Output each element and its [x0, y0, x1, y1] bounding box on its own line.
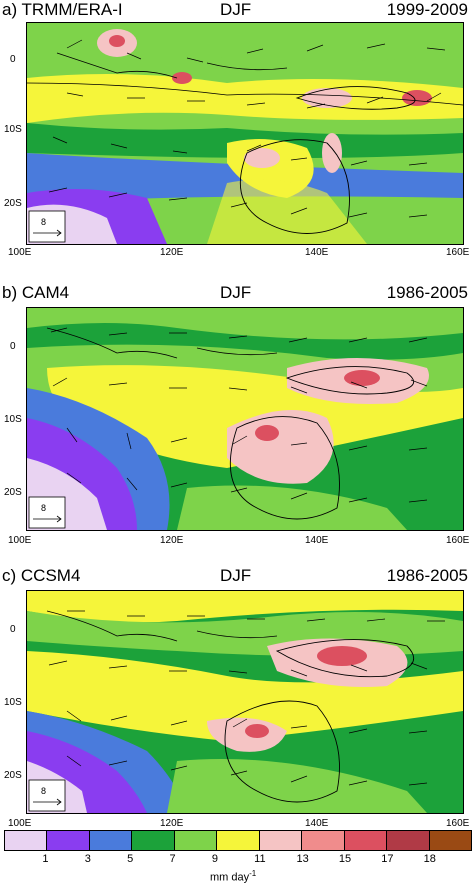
panel-c-map: 8 [26, 590, 464, 814]
panel-b-ref-label: 8 [41, 503, 46, 513]
panel-c-ytick-0: 0 [10, 624, 16, 635]
colorbar-box [47, 831, 90, 850]
panel-c-period: 1986-2005 [386, 566, 468, 585]
panel-b-label: b) CAM4 [2, 283, 70, 302]
colorbar-label: 15 [338, 853, 352, 865]
colorbar-label: 5 [127, 853, 134, 865]
colorbar-units-text: mm day [210, 871, 250, 884]
colorbar-label: 9 [211, 853, 218, 865]
panel-b-xtick-100e: 100E [8, 535, 32, 546]
panel-a-label: a) TRMM/ERA-I [2, 0, 123, 19]
colorbar-label: 7 [169, 853, 176, 865]
colorbar-box [259, 831, 303, 850]
colorbar-units: mm day-1 [210, 869, 256, 884]
colorbar [4, 830, 472, 851]
colorbar-units-exponent: -1 [249, 869, 257, 878]
panel-b-map: 8 [26, 307, 464, 531]
panel-b-season: DJF [220, 283, 252, 302]
panel-a-map: 8 [26, 22, 464, 245]
colorbar-box [217, 831, 260, 850]
panel-b-ytick-20s: 20S [4, 487, 22, 498]
panel-c-ytick-10s: 10S [4, 697, 22, 708]
panel-a-xtick-120e: 120E [160, 247, 184, 258]
panel-c-season: DJF [220, 566, 252, 585]
panel-a-xtick-100e: 100E [8, 247, 32, 258]
panel-a-ref-label: 8 [41, 217, 46, 227]
panel-a-ytick-0: 0 [10, 54, 16, 65]
panel-c-xtick-160e: 160E [446, 818, 470, 829]
colorbar-label: 3 [84, 853, 91, 865]
colorbar-box [302, 831, 345, 850]
panel-b-ytick-0: 0 [10, 341, 16, 352]
colorbar-label: 1 [42, 853, 49, 865]
colorbar-box [344, 831, 388, 850]
colorbar-label: 11 [254, 853, 266, 865]
colorbar-box [5, 831, 48, 850]
colorbar-label: 17 [381, 853, 394, 865]
panel-b-xtick-140e: 140E [305, 535, 329, 546]
panel-b-wind-vectors [50, 327, 428, 503]
panel-a-season: DJF [220, 0, 252, 19]
panel-b-ytick-10s: 10S [4, 414, 22, 425]
panel-c-xtick-120e: 120E [160, 818, 184, 829]
panel-c-label: c) CCSM4 [2, 566, 81, 585]
colorbar-box [174, 831, 218, 850]
panel-c-wind-vectors [48, 610, 445, 786]
panel-a-period: 1999-2009 [386, 0, 468, 19]
panel-c-ref-label: 8 [41, 786, 46, 796]
panel-a-ytick-20s: 20S [4, 198, 22, 209]
panel-a-xtick-160e: 160E [446, 247, 470, 258]
panel-a-ytick-10s: 10S [4, 124, 22, 135]
colorbar-box [387, 831, 430, 850]
colorbar-box [429, 831, 471, 850]
colorbar-box [89, 831, 133, 850]
panel-b-period: 1986-2005 [386, 283, 468, 302]
panel-c-xtick-140e: 140E [305, 818, 329, 829]
panel-b-xtick-160e: 160E [446, 535, 470, 546]
colorbar-label: 18 [423, 853, 436, 865]
colorbar-label: 13 [296, 853, 309, 865]
colorbar-box [132, 831, 175, 850]
panel-c-xtick-100e: 100E [8, 818, 32, 829]
panel-a-xtick-140e: 140E [305, 247, 329, 258]
panel-a-wind-vectors [48, 39, 446, 218]
panel-b-xtick-120e: 120E [160, 535, 184, 546]
panel-c-ytick-20s: 20S [4, 770, 22, 781]
